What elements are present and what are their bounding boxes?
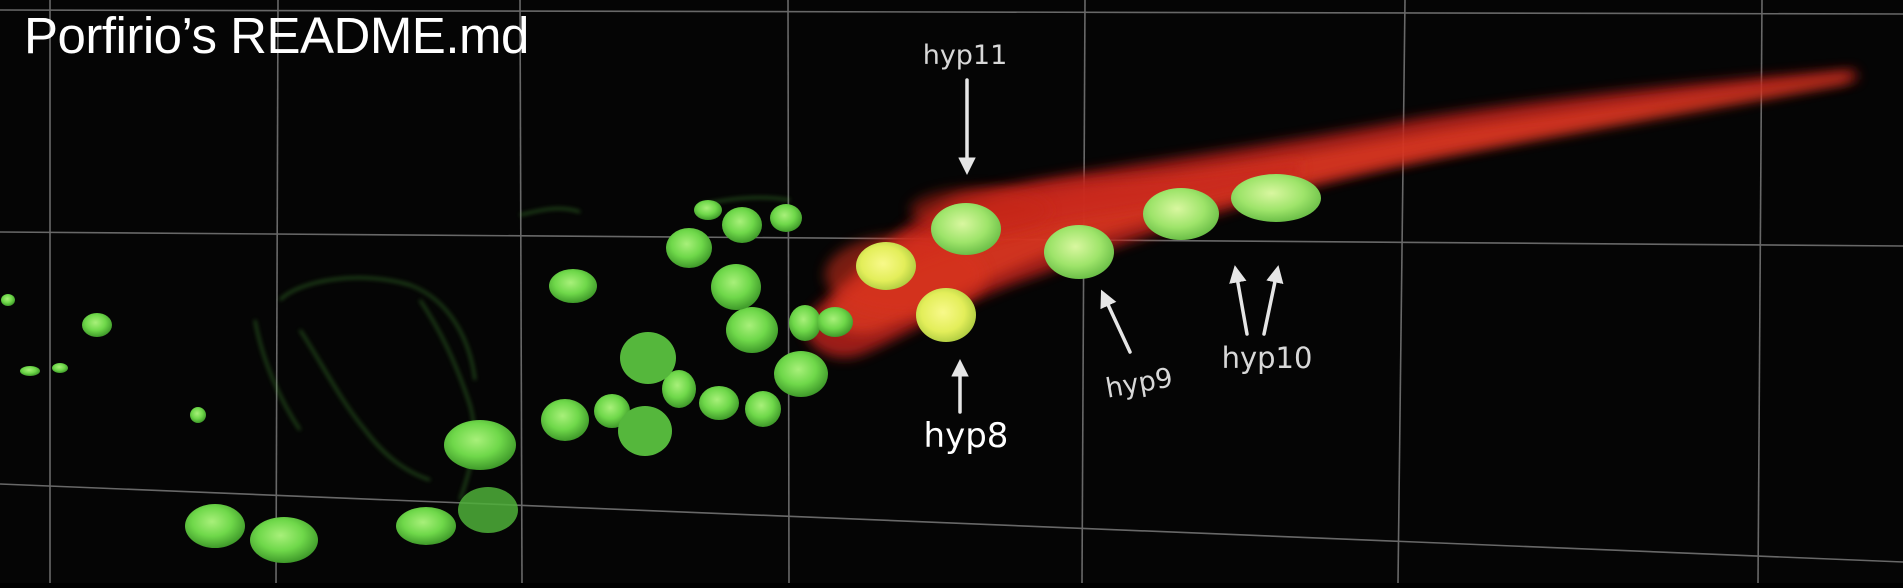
label-hyp8: hyp8 <box>924 416 1009 456</box>
green-filaments <box>254 196 791 501</box>
page-title: Porfirio’s README.md <box>24 7 529 64</box>
arrow-hyp9 <box>1100 289 1132 354</box>
arrow-hyp10-right <box>1262 265 1284 336</box>
overlap-nuclei <box>856 174 1321 342</box>
annotation-arrows <box>951 78 1284 414</box>
label-hyp11: hyp11 <box>923 40 1008 71</box>
label-hyp9: hyp9 <box>1103 362 1175 404</box>
green-nuclei <box>1 200 853 563</box>
label-hyp10: hyp10 <box>1222 341 1313 375</box>
arrow-hyp10-left <box>1229 265 1249 336</box>
